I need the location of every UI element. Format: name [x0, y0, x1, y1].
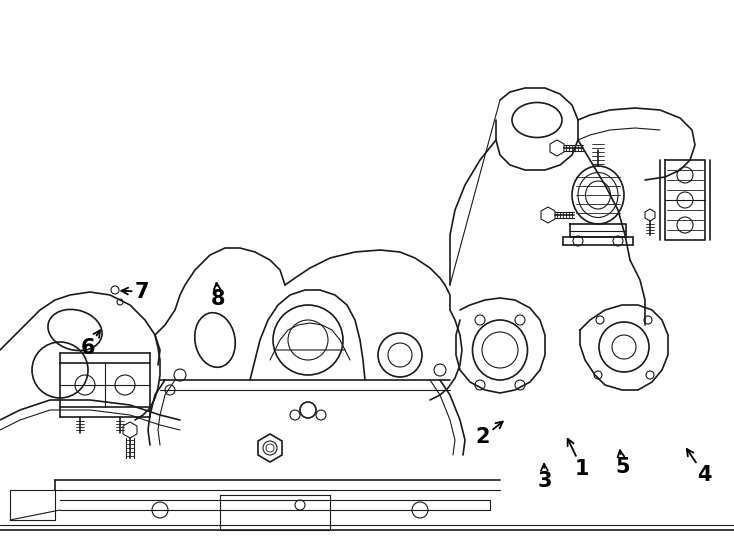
Polygon shape: [541, 207, 555, 223]
Text: 8: 8: [211, 283, 225, 309]
Polygon shape: [645, 209, 655, 221]
Text: 5: 5: [615, 450, 630, 477]
Text: 1: 1: [567, 439, 589, 479]
Text: 7: 7: [121, 281, 149, 302]
Text: 3: 3: [537, 464, 552, 491]
Text: 2: 2: [476, 422, 503, 448]
Polygon shape: [258, 434, 282, 462]
Text: 6: 6: [81, 330, 100, 359]
Polygon shape: [123, 422, 137, 438]
Polygon shape: [550, 140, 564, 156]
Text: 4: 4: [687, 449, 712, 485]
